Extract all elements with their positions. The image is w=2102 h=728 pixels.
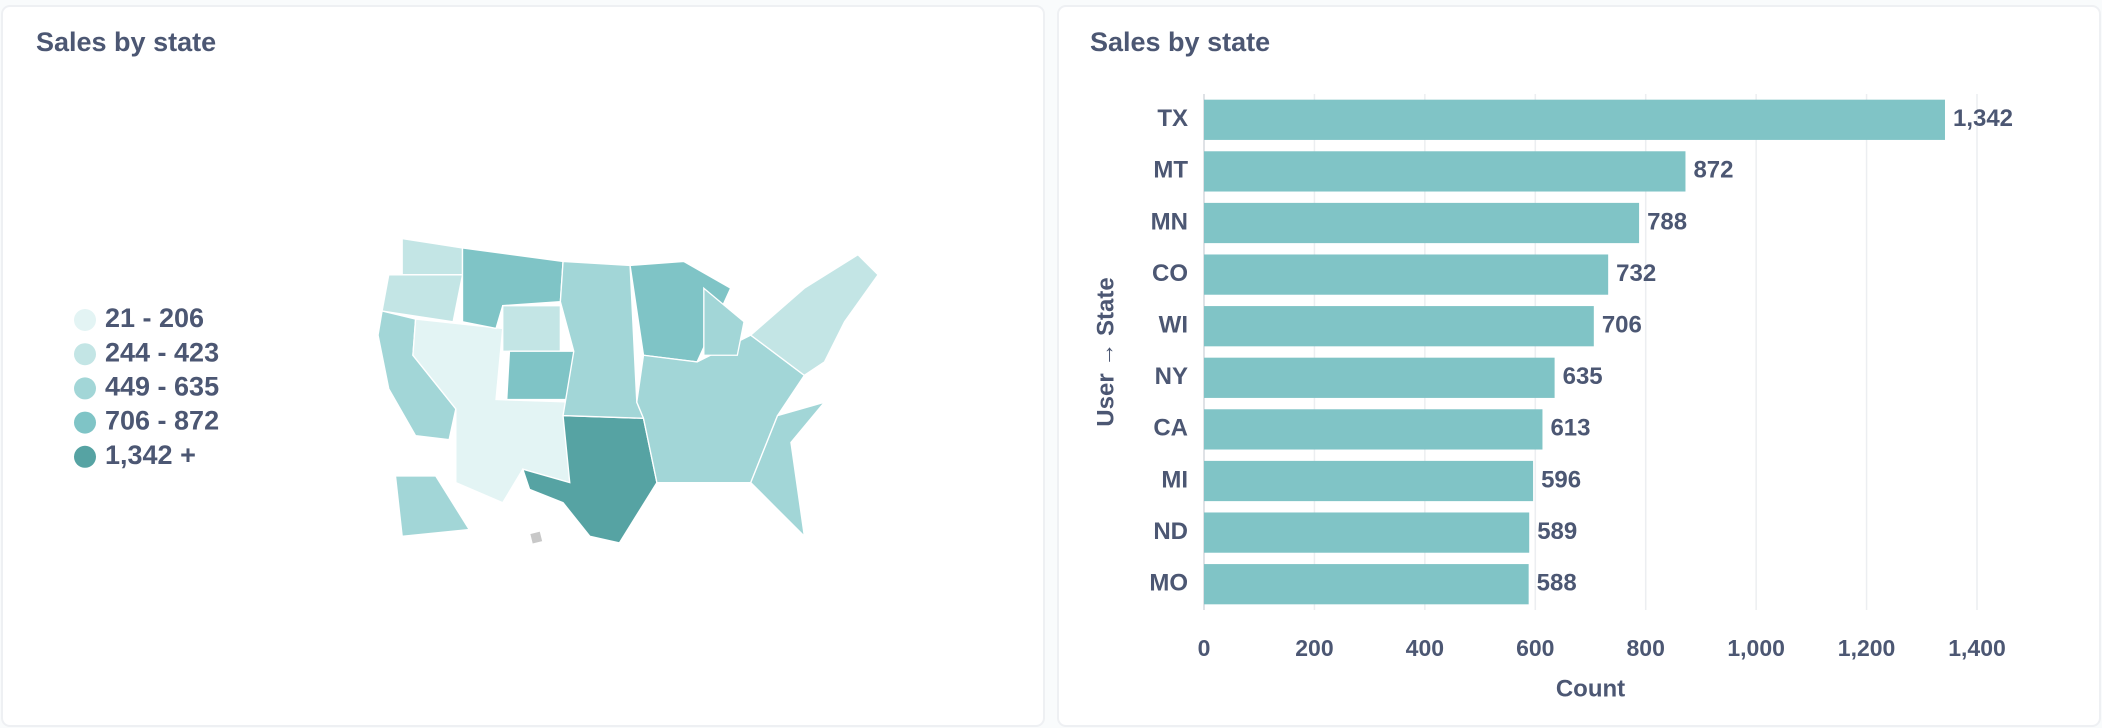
x-tick-label: 800	[1627, 635, 1665, 661]
y-tick-label: WI	[1159, 312, 1188, 339]
value-label: 596	[1541, 466, 1581, 493]
bar	[1204, 409, 1543, 450]
y-tick-label: MN	[1151, 208, 1188, 235]
state-region	[749, 253, 879, 377]
bar	[1204, 357, 1555, 398]
state-region	[703, 286, 745, 356]
y-tick-label: NY	[1155, 363, 1188, 390]
state-region	[749, 400, 827, 539]
bar	[1204, 512, 1530, 553]
us-map	[377, 237, 879, 546]
legend-label: 449 - 635	[105, 372, 219, 402]
x-axis-label: Count	[1556, 675, 1625, 702]
x-tick-label: 600	[1516, 635, 1554, 661]
x-tick-label: 400	[1406, 635, 1444, 661]
x-tick-label: 1,200	[1838, 635, 1896, 661]
state-region	[502, 304, 562, 352]
bar	[1204, 306, 1594, 347]
y-tick-label: MT	[1153, 157, 1188, 184]
bar	[1204, 151, 1686, 192]
value-label: 706	[1602, 312, 1642, 339]
legend-swatch	[74, 445, 96, 468]
y-tick-label: ND	[1153, 518, 1188, 545]
y-tick-label: MI	[1161, 466, 1188, 493]
legend-label: 244 - 423	[105, 337, 219, 367]
state-region	[381, 274, 464, 323]
state-region	[394, 475, 471, 537]
y-tick-label: MO	[1149, 570, 1188, 597]
value-label: 588	[1537, 570, 1577, 597]
value-label: 788	[1647, 208, 1687, 235]
value-label: 613	[1550, 415, 1590, 442]
state-region	[559, 260, 645, 419]
legend-swatch	[74, 343, 96, 366]
bar	[1204, 202, 1640, 244]
bar	[1204, 460, 1534, 502]
bar	[1204, 99, 1945, 140]
x-tick-label: 200	[1295, 635, 1333, 661]
card-title: Sales by state	[36, 27, 216, 57]
x-tick-label: 1,000	[1727, 635, 1785, 661]
state-region	[528, 530, 544, 546]
value-label: 1,342	[1953, 105, 2013, 132]
x-tick-label: 1,400	[1948, 635, 2006, 661]
state-region	[506, 350, 578, 401]
x-tick-label: 0	[1198, 635, 1211, 661]
legend-swatch	[74, 377, 96, 400]
y-axis-label: User → State	[1092, 277, 1119, 426]
legend-label: 1,342 +	[105, 440, 196, 470]
legend-label: 21 - 206	[105, 303, 204, 333]
legend-swatch	[74, 411, 96, 434]
value-label: 635	[1563, 363, 1603, 390]
y-tick-label: CA	[1153, 415, 1188, 442]
y-tick-label: TX	[1157, 105, 1188, 132]
bar	[1204, 254, 1609, 295]
y-tick-label: CO	[1152, 260, 1188, 287]
value-label: 732	[1616, 260, 1656, 287]
card-title: Sales by state	[1090, 27, 1270, 57]
legend-swatch	[74, 309, 96, 331]
value-label: 872	[1693, 157, 1733, 184]
value-label: 589	[1537, 518, 1577, 545]
bar	[1204, 564, 1529, 605]
legend-label: 706 - 872	[105, 406, 219, 436]
